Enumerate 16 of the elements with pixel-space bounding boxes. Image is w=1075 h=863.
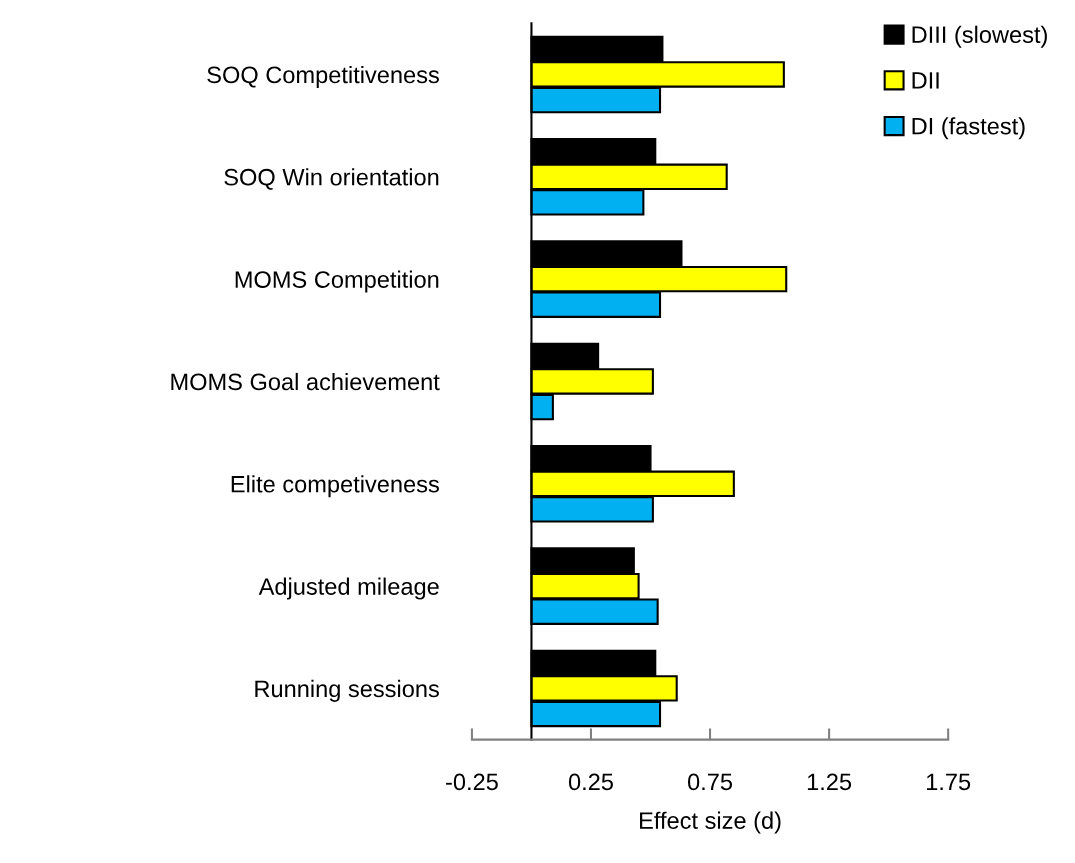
legend-label: DI (fastest) xyxy=(912,117,1025,140)
y-tick-label: Running sessions xyxy=(255,679,439,702)
y-tick-label: SOQ Competitiveness xyxy=(207,65,439,88)
legend-label: DII xyxy=(912,72,939,89)
legend-label: DIII (slowest) xyxy=(912,25,1047,48)
y-tick-label: Adjusted mileage xyxy=(258,577,439,600)
y-tick-label: MOMS Competition xyxy=(235,270,439,293)
x-tick-label: 1.75 xyxy=(926,773,971,791)
y-tick-label: Elite competiveness xyxy=(231,475,439,498)
x-tick-label: 0.25 xyxy=(568,773,613,791)
x-tick-label: -0.25 xyxy=(446,773,498,791)
x-tick-label: 0.75 xyxy=(687,773,733,791)
x-tick-label: 1.25 xyxy=(807,773,852,791)
y-tick-label: SOQ Win orientation xyxy=(224,168,439,190)
x-axis-title: Effect size (d) xyxy=(640,811,781,834)
y-tick-label: MOMS Goal achievement xyxy=(171,372,440,391)
